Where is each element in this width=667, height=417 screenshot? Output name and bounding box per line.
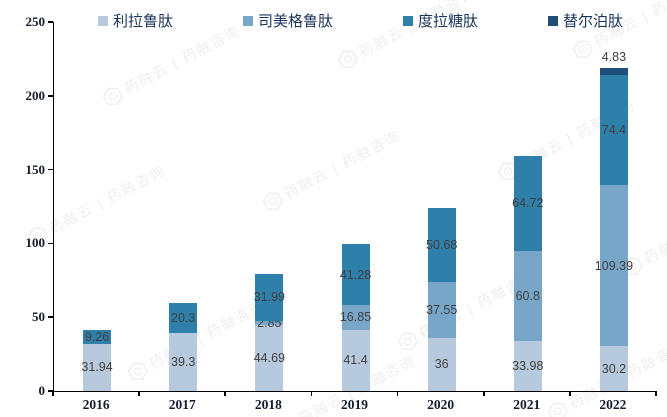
y-axis-tick-label: 50 (32, 309, 45, 325)
legend-swatch-icon (547, 15, 558, 26)
legend-label: 度拉糖肽 (417, 14, 478, 30)
x-axis-tick (52, 391, 54, 396)
legend-label: 替尔泊肽 (562, 14, 623, 30)
y-axis-tick-label: 200 (25, 87, 46, 103)
legend-item: 司美格鲁肽 (242, 10, 333, 31)
bar-segment (427, 337, 456, 391)
value-label: 37.55 (426, 303, 458, 318)
bar-segment (513, 251, 542, 341)
x-axis-category-label: 2020 (427, 397, 455, 412)
y-axis-tick (48, 242, 53, 245)
value-label: 30.2 (601, 361, 627, 376)
x-axis-category-label: 2016 (82, 397, 110, 412)
y-axis-tick (48, 390, 53, 392)
x-axis-category-label: 2019 (341, 397, 368, 412)
legend-swatch-icon (98, 15, 108, 26)
value-label: 31.94 (81, 360, 113, 375)
bar-segment (255, 325, 284, 391)
bar-2017: 39.3 20.3 (169, 22, 198, 391)
bar-segment (599, 184, 628, 347)
bar-segment (255, 273, 284, 321)
y-axis-tick (48, 21, 53, 23)
value-label: 41.4 (343, 353, 368, 368)
legend: 利拉鲁肽 司美格鲁肽 度拉糖肽 替尔泊肽 (98, 10, 623, 31)
legend-item: 利拉鲁肽 (98, 10, 173, 31)
value-label: 33.98 (512, 358, 544, 373)
legend-label: 利拉鲁肽 (113, 14, 174, 30)
value-label: 31.99 (253, 290, 285, 305)
x-axis-tick (396, 391, 399, 396)
value-label: 109.39 (594, 258, 634, 273)
value-label: 39.3 (171, 355, 196, 369)
bar-segment (83, 330, 112, 344)
bar-segment (341, 329, 370, 391)
x-axis-category-label: 2021 (513, 397, 541, 412)
bar-segment (513, 340, 542, 391)
legend-item: 度拉糖肽 (402, 10, 478, 31)
bar-segment (341, 305, 370, 330)
bar-2020: 36 37.55 50.68 (426, 22, 457, 391)
value-label: 9.26 (84, 330, 110, 345)
bar-segment (427, 282, 456, 338)
value-label: 36 (434, 357, 449, 372)
value-label: 74.4 (601, 123, 627, 138)
bar-segment (169, 333, 198, 391)
bar-segment (599, 346, 628, 391)
value-label: 44.69 (253, 351, 285, 366)
legend-swatch-icon (242, 15, 253, 26)
bar-2021: 33.98 60.8 64.72 (512, 22, 543, 391)
legend-item: 替尔泊肽 (547, 10, 623, 31)
value-label: 4.83 (601, 50, 627, 65)
value-label: 41.28 (339, 267, 372, 282)
y-axis-tick-label: 100 (25, 235, 46, 251)
x-axis-category-label: 2022 (599, 397, 627, 412)
value-label: 50.68 (426, 238, 458, 253)
value-label: 60.8 (515, 288, 540, 303)
y-axis-tick (48, 316, 53, 318)
bar-segment (341, 244, 370, 306)
bar-segment (169, 303, 198, 333)
x-axis-category-label: 2018 (254, 397, 282, 412)
bar-2016: 31.94 9.26 (81, 22, 113, 391)
legend-swatch-icon (402, 15, 413, 26)
x-axis-tick (138, 391, 140, 396)
plot-area: 31.94 9.26 39.3 20.3 44.69 2.85 31.99 41.4 16.85… (53, 22, 657, 392)
legend-label: 司美格鲁肽 (257, 14, 333, 30)
x-axis-category-label: 2017 (168, 397, 196, 412)
x-axis-tick (310, 391, 313, 396)
x-axis-tick (482, 391, 485, 396)
bar-2022: 30.2 109.39 74.4 4.83 (595, 22, 633, 391)
bar-segment (255, 320, 284, 326)
bar-segment (599, 75, 628, 185)
bar-segment (513, 155, 542, 252)
bar-2019: 41.4 16.85 41.28 (340, 22, 371, 391)
value-label: 20.3 (171, 311, 196, 326)
value-label: 16.85 (339, 310, 372, 325)
bar-segment (599, 68, 628, 76)
value-label: 64.72 (512, 196, 544, 211)
y-axis-tick-label: 250 (25, 14, 46, 29)
bar-segment (83, 343, 112, 391)
x-axis-tick (569, 391, 571, 396)
y-axis-tick-label: 150 (25, 161, 46, 177)
bar-2018: 44.69 2.85 31.99 (254, 22, 285, 391)
x-axis-tick (655, 391, 657, 396)
x-axis-tick (224, 391, 227, 396)
y-axis-tick (48, 95, 53, 97)
y-axis-tick-label: 0 (38, 383, 46, 398)
bar-segment (427, 207, 456, 283)
y-axis-tick (48, 168, 53, 171)
